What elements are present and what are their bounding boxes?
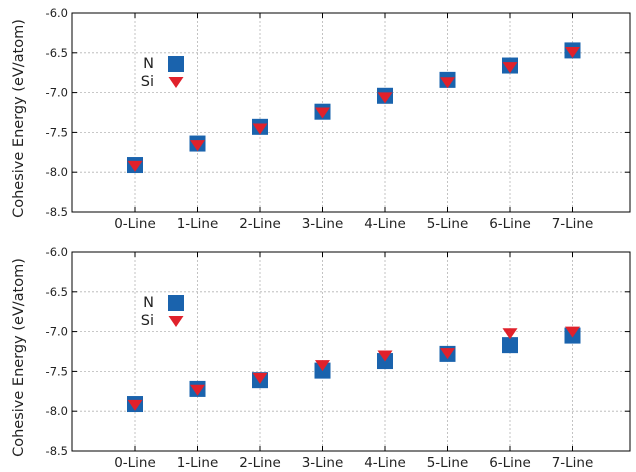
x-tick-label: 1-Line	[177, 216, 219, 232]
si-data-point	[252, 123, 268, 135]
x-tick-label: 5-Line	[427, 455, 469, 471]
x-tick-label: 0-Line	[114, 216, 156, 232]
y-tick-label: -8.0	[46, 404, 68, 418]
legend-marker-si	[168, 316, 184, 328]
y-tick-label: -7.0	[46, 86, 68, 100]
y-tick-label: -6.5	[46, 285, 68, 299]
legend-label-n: N	[143, 56, 154, 72]
y-axis-label: Cohesive Energy (eV/atom)	[11, 258, 27, 457]
legend-marker-n	[168, 56, 184, 72]
x-tick-label: 5-Line	[427, 216, 469, 232]
n-data-point	[502, 337, 518, 354]
y-tick-label: -7.5	[46, 364, 68, 378]
si-data-point	[252, 372, 268, 384]
x-tick-label: 7-Line	[552, 216, 594, 232]
y-axis-label: Cohesive Energy (eV/atom)	[11, 19, 27, 218]
si-data-point	[315, 360, 330, 372]
si-data-point	[127, 399, 143, 411]
y-tick-label: -8.0	[46, 165, 68, 179]
si-data-point	[315, 107, 330, 119]
plot-frame	[71, 251, 631, 452]
legend-marker-n	[168, 295, 184, 311]
si-data-point	[377, 350, 393, 362]
x-tick-label: 4-Line	[364, 455, 406, 471]
x-tick-label: 7-Line	[552, 455, 594, 471]
panel-1: -6.0 -6.5 -7.0 -7.5 -8.0 -8.5 0-Line 1-Line 2-Li…	[11, 6, 631, 232]
si-data-point	[377, 92, 393, 104]
si-data-point	[127, 160, 143, 172]
x-tick-label: 2-Line	[239, 216, 281, 232]
si-data-point	[190, 140, 205, 152]
si-data-point	[502, 328, 518, 340]
x-tick-label: 6-Line	[489, 216, 531, 232]
y-tick-label: -8.5	[46, 444, 68, 458]
x-tick-label: 6-Line	[489, 455, 531, 471]
si-data-point	[440, 348, 455, 360]
si-data-point	[502, 62, 518, 74]
legend-marker-si	[168, 77, 184, 89]
x-tick-label: 0-Line	[114, 455, 156, 471]
x-tick-label: 1-Line	[177, 455, 219, 471]
panel-2: -6.0 -6.5 -7.0 -7.5 -8.0 -8.5 0-Line 1-Line 2-Li…	[11, 245, 631, 471]
legend-label-n: N	[143, 295, 154, 311]
plot-frame	[71, 12, 631, 213]
x-tick-label: 2-Line	[239, 455, 281, 471]
si-data-point	[190, 384, 205, 396]
y-tick-label: -6.0	[46, 245, 68, 259]
y-tick-label: -7.5	[46, 125, 68, 139]
y-tick-label: -7.0	[46, 325, 68, 339]
y-tick-label: -8.5	[46, 205, 68, 219]
legend-label-si: Si	[141, 74, 154, 90]
x-tick-label: 3-Line	[302, 216, 344, 232]
si-data-point	[440, 77, 455, 89]
y-tick-label: -6.0	[46, 6, 68, 20]
y-tick-label: -6.5	[46, 46, 68, 60]
x-tick-label: 3-Line	[302, 455, 344, 471]
legend-label-si: Si	[141, 313, 154, 329]
si-data-point	[565, 47, 580, 59]
si-data-point	[565, 326, 580, 338]
x-tick-label: 4-Line	[364, 216, 406, 232]
